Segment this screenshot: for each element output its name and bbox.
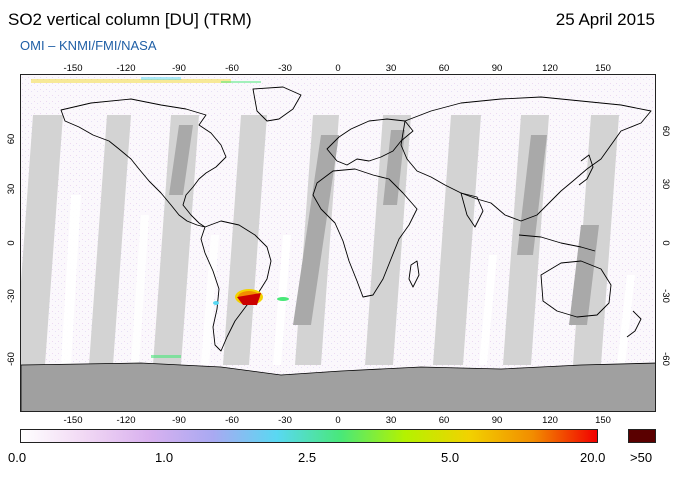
colorbar-overflow-swatch bbox=[628, 429, 656, 443]
map-frame bbox=[20, 74, 656, 412]
lon-tick-bottom: 0 bbox=[335, 415, 340, 426]
lon-tick-bottom: -60 bbox=[225, 415, 239, 426]
lat-tick-right: -60 bbox=[660, 352, 671, 366]
map-date: 25 April 2015 bbox=[555, 10, 655, 29]
lon-tick-top: -30 bbox=[278, 63, 292, 74]
asia-outline bbox=[400, 96, 652, 222]
japan-outline bbox=[578, 154, 594, 186]
antarctica bbox=[21, 362, 655, 411]
data-source: OMI – KNMI/FMI/NASA bbox=[20, 38, 157, 53]
colorbar bbox=[20, 429, 598, 443]
bottom-lon-axis: -150 -120 -90 -60 -30 0 30 60 90 120 150 bbox=[63, 415, 611, 426]
right-lat-axis: 60 30 0 -30 -60 bbox=[660, 126, 671, 366]
lon-tick-bottom: -30 bbox=[278, 415, 292, 426]
lon-tick-top: 60 bbox=[439, 63, 450, 74]
top-lon-axis: -150 -120 -90 -60 -30 0 30 60 90 120 150 bbox=[63, 63, 611, 74]
orbit-swaths bbox=[21, 115, 619, 365]
lon-tick-top: 150 bbox=[595, 63, 611, 74]
map-title: SO2 vertical column [DU] (TRM) bbox=[8, 10, 252, 29]
indonesia-outline bbox=[518, 234, 596, 252]
lon-tick-top: -120 bbox=[116, 63, 135, 74]
polar-noise bbox=[31, 77, 261, 358]
lat-tick-left: -30 bbox=[6, 289, 17, 303]
left-lat-axis: 60 30 0 -30 -60 bbox=[6, 134, 17, 366]
overlap-swaths bbox=[169, 125, 599, 325]
lon-tick-bottom: 150 bbox=[595, 415, 611, 426]
india-outline bbox=[460, 192, 484, 228]
north-america-outline bbox=[60, 98, 227, 228]
colorbar-label-2: 2.5 bbox=[298, 450, 317, 465]
lat-tick-right: 0 bbox=[660, 240, 671, 245]
lat-tick-left: -60 bbox=[6, 352, 17, 366]
colorbar-label-3: 5.0 bbox=[441, 450, 460, 465]
lon-tick-bottom: -120 bbox=[116, 415, 135, 426]
lon-tick-top: 0 bbox=[335, 63, 340, 74]
lon-tick-bottom: -150 bbox=[63, 415, 82, 426]
south-america-outline bbox=[200, 220, 272, 352]
lon-tick-bottom: 60 bbox=[439, 415, 450, 426]
colorbar-label-1: 1.0 bbox=[155, 450, 174, 465]
lat-tick-right: 60 bbox=[660, 126, 671, 137]
greenland-outline bbox=[252, 86, 302, 122]
lon-tick-bottom: -90 bbox=[172, 415, 186, 426]
lon-tick-top: -90 bbox=[172, 63, 186, 74]
lon-tick-top: -150 bbox=[63, 63, 82, 74]
colorbar-overflow-label: >50 bbox=[630, 450, 653, 465]
lat-tick-right: -30 bbox=[660, 289, 671, 303]
africa-outline bbox=[312, 168, 418, 298]
lon-tick-top: 90 bbox=[492, 63, 503, 74]
lat-tick-left: 30 bbox=[6, 184, 17, 195]
lat-tick-right: 30 bbox=[660, 179, 671, 190]
europe-outline bbox=[326, 118, 414, 166]
world-map bbox=[21, 75, 655, 411]
lon-tick-top: 30 bbox=[386, 63, 397, 74]
colorbar-label-4: 20.0 bbox=[580, 450, 606, 465]
colorbar-label-0: 0.0 bbox=[8, 450, 27, 465]
lon-tick-bottom: 90 bbox=[492, 415, 503, 426]
gap-strips bbox=[61, 195, 635, 365]
lon-tick-bottom: 30 bbox=[386, 415, 397, 426]
madagascar-outline bbox=[408, 260, 420, 288]
new-zealand-outline bbox=[626, 310, 642, 338]
lat-tick-left: 60 bbox=[6, 134, 17, 145]
australia-outline bbox=[540, 260, 612, 318]
lon-tick-bottom: 120 bbox=[542, 415, 558, 426]
coastlines bbox=[60, 86, 652, 352]
lon-tick-top: 120 bbox=[542, 63, 558, 74]
lon-tick-top: -60 bbox=[225, 63, 239, 74]
so2-plume bbox=[213, 289, 289, 305]
lat-tick-left: 0 bbox=[6, 240, 17, 245]
